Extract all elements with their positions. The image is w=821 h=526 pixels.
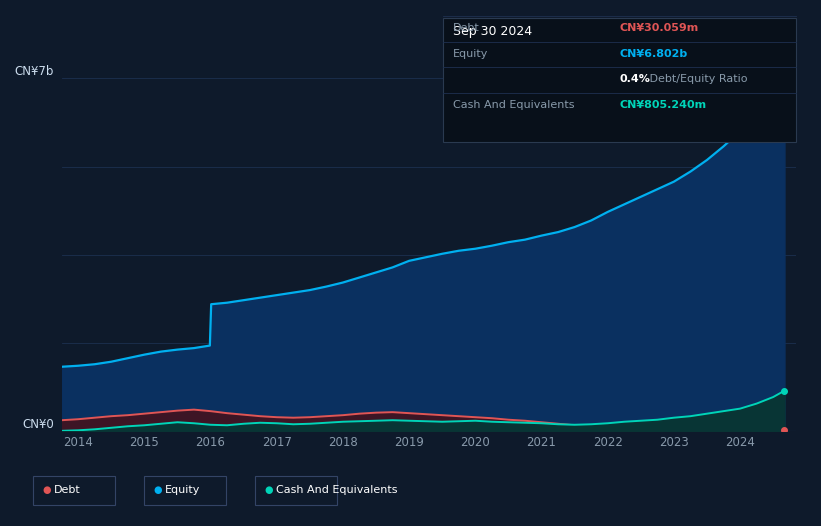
Text: Debt: Debt xyxy=(54,485,81,495)
Text: Equity: Equity xyxy=(165,485,200,495)
Text: ●: ● xyxy=(154,485,162,495)
Text: Debt: Debt xyxy=(453,23,480,33)
Text: Equity: Equity xyxy=(453,48,488,58)
Text: Debt/Equity Ratio: Debt/Equity Ratio xyxy=(646,74,748,84)
Text: CN¥7b: CN¥7b xyxy=(15,65,54,78)
Text: ●: ● xyxy=(43,485,51,495)
Text: CN¥0: CN¥0 xyxy=(22,418,54,431)
Text: CN¥6.802b: CN¥6.802b xyxy=(620,48,688,58)
Text: ●: ● xyxy=(264,485,273,495)
Text: Sep 30 2024: Sep 30 2024 xyxy=(453,25,532,38)
Text: Cash And Equivalents: Cash And Equivalents xyxy=(276,485,397,495)
Text: CN¥30.059m: CN¥30.059m xyxy=(620,23,699,33)
Text: Cash And Equivalents: Cash And Equivalents xyxy=(453,100,575,110)
Text: CN¥805.240m: CN¥805.240m xyxy=(620,100,707,110)
Text: 0.4%: 0.4% xyxy=(620,74,651,84)
